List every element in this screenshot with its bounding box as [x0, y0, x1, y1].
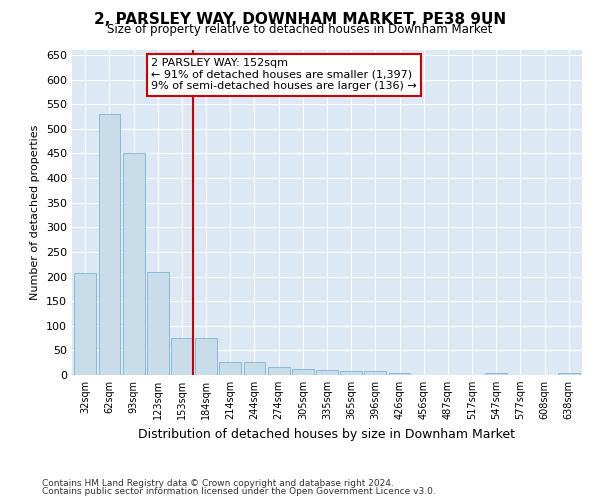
X-axis label: Distribution of detached houses by size in Downham Market: Distribution of detached houses by size … — [139, 428, 515, 440]
Bar — [147, 272, 169, 375]
Text: 2 PARSLEY WAY: 152sqm
← 91% of detached houses are smaller (1,397)
9% of semi-de: 2 PARSLEY WAY: 152sqm ← 91% of detached … — [151, 58, 417, 92]
Y-axis label: Number of detached properties: Number of detached properties — [31, 125, 40, 300]
Bar — [340, 371, 362, 375]
Bar — [171, 338, 193, 375]
Bar — [244, 362, 265, 375]
Bar — [364, 371, 386, 375]
Bar — [74, 272, 96, 375]
Bar — [195, 338, 217, 375]
Text: Contains public sector information licensed under the Open Government Licence v3: Contains public sector information licen… — [42, 487, 436, 496]
Bar — [558, 372, 580, 375]
Bar — [316, 370, 338, 375]
Bar — [485, 372, 507, 375]
Bar — [220, 362, 241, 375]
Bar — [268, 367, 290, 375]
Text: Contains HM Land Registry data © Crown copyright and database right 2024.: Contains HM Land Registry data © Crown c… — [42, 478, 394, 488]
Bar — [389, 372, 410, 375]
Bar — [123, 154, 145, 375]
Text: 2, PARSLEY WAY, DOWNHAM MARKET, PE38 9UN: 2, PARSLEY WAY, DOWNHAM MARKET, PE38 9UN — [94, 12, 506, 28]
Text: Size of property relative to detached houses in Downham Market: Size of property relative to detached ho… — [107, 22, 493, 36]
Bar — [292, 369, 314, 375]
Bar — [98, 114, 121, 375]
